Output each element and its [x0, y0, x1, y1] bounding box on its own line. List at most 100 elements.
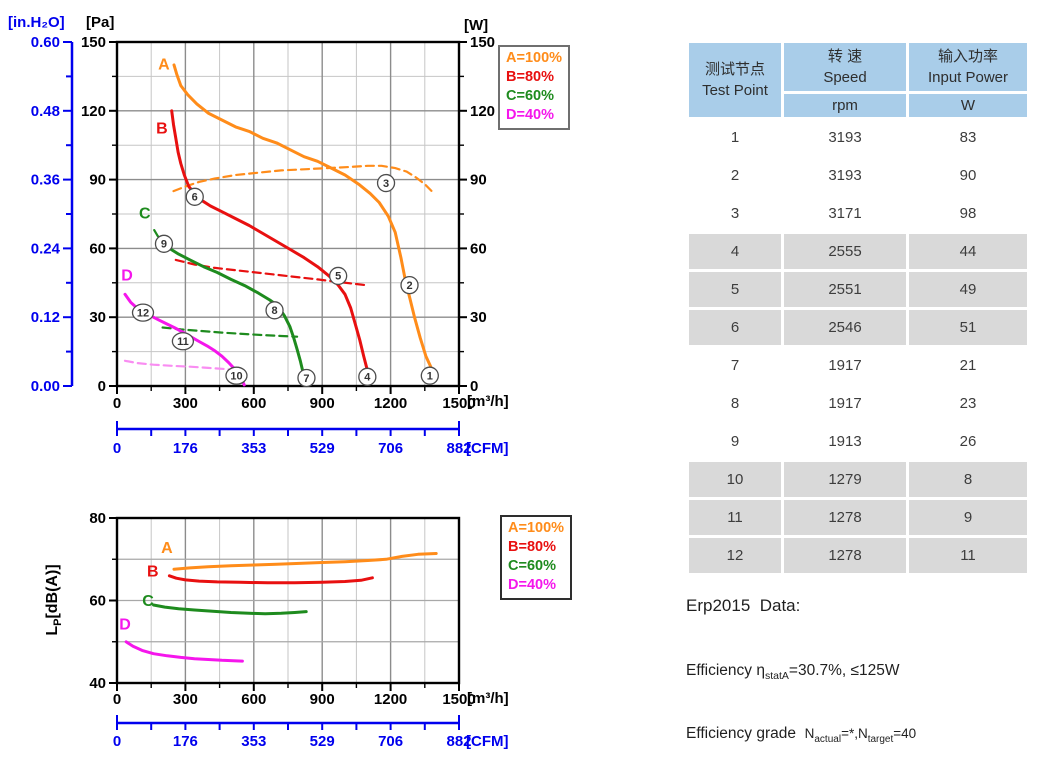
table-cell: 51	[909, 310, 1027, 345]
table-row: 11 1278 9	[689, 500, 1027, 535]
table-row: 7 1917 21	[689, 348, 1027, 383]
table-cell: 3193	[784, 158, 906, 193]
legend-item-A: A=100%	[506, 50, 563, 66]
table-cell: 12	[689, 538, 781, 573]
table-cell: 1917	[784, 386, 906, 421]
svg-text:[m³/h]: [m³/h]	[467, 690, 509, 707]
svg-text:300: 300	[173, 691, 198, 708]
svg-text:LP[dB(A)]: LP[dB(A)]	[44, 564, 64, 635]
svg-text:0.48: 0.48	[31, 103, 60, 120]
svg-text:40: 40	[89, 675, 106, 692]
erp-title: Erp2015 Data:	[686, 596, 801, 615]
svg-text:900: 900	[310, 395, 335, 412]
svg-text:0: 0	[113, 440, 121, 457]
svg-text:90: 90	[470, 172, 487, 189]
svg-text:176: 176	[173, 733, 198, 750]
svg-text:30: 30	[470, 309, 487, 326]
table-header-speed: 转 速 Speed	[784, 43, 906, 91]
svg-text:60: 60	[470, 240, 487, 257]
svg-text:80: 80	[89, 510, 106, 527]
table-cell: 8	[689, 386, 781, 421]
svg-text:[in.H₂O]: [in.H₂O]	[8, 14, 65, 31]
table-row: 4 2555 44	[689, 234, 1027, 269]
svg-text:1200: 1200	[374, 395, 407, 412]
table-header-rpm-unit: rpm	[784, 94, 906, 117]
table-cell: 9	[909, 500, 1027, 535]
erp-grade-mid: =*,	[841, 726, 858, 742]
svg-text:D: D	[121, 268, 133, 285]
table-cell: 98	[909, 196, 1027, 231]
erp-n-actual: N	[804, 726, 815, 742]
svg-text:3: 3	[383, 178, 389, 190]
table-cell: 2555	[784, 234, 906, 269]
legend-item-A: A=100%	[508, 520, 565, 536]
svg-text:C: C	[139, 206, 151, 223]
svg-text:0.12: 0.12	[31, 309, 60, 326]
svg-text:[m³/h]: [m³/h]	[467, 393, 509, 410]
table-row: 8 1917 23	[689, 386, 1027, 421]
svg-text:11: 11	[177, 336, 189, 348]
table-row: 1 3193 83	[689, 120, 1027, 155]
svg-text:150: 150	[81, 34, 106, 51]
svg-text:A: A	[158, 57, 170, 74]
legend-box-pressure: A=100% B=80% C=60% D=40%	[498, 45, 571, 130]
table-cell: 23	[909, 386, 1027, 421]
header-speed-zh: 转 速	[827, 48, 863, 65]
svg-text:0.60: 0.60	[31, 34, 60, 51]
svg-text:0.36: 0.36	[31, 172, 60, 189]
table-cell: 21	[909, 348, 1027, 383]
svg-text:D: D	[119, 616, 131, 633]
table-cell: 10	[689, 462, 781, 497]
table-cell: 3	[689, 196, 781, 231]
table-row: 3 3171 98	[689, 196, 1027, 231]
svg-text:353: 353	[241, 733, 266, 750]
table-cell: 83	[909, 120, 1027, 155]
table-cell: 44	[909, 234, 1027, 269]
svg-text:8: 8	[271, 305, 277, 317]
svg-text:150: 150	[470, 34, 495, 51]
svg-text:706: 706	[378, 733, 403, 750]
svg-text:4: 4	[364, 372, 371, 384]
svg-text:10: 10	[230, 370, 242, 382]
svg-text:[Pa]: [Pa]	[86, 14, 114, 31]
table-header-test-point: 测试节点 Test Point	[689, 43, 781, 117]
legend-item-D: D=40%	[508, 577, 556, 593]
table-header-input-power: 输入功率 Input Power	[909, 43, 1027, 91]
header-speed-en: Speed	[823, 69, 867, 86]
svg-text:9: 9	[161, 239, 167, 251]
svg-text:60: 60	[89, 240, 106, 257]
table-cell: 1913	[784, 424, 906, 459]
legend-item-B: B=80%	[506, 69, 554, 85]
legend-item-D: D=40%	[506, 107, 554, 123]
svg-text:30: 30	[89, 309, 106, 326]
svg-text:B: B	[147, 564, 159, 581]
svg-text:900: 900	[310, 691, 335, 708]
table-cell: 90	[909, 158, 1027, 193]
table-cell: 1278	[784, 538, 906, 573]
legend-item-C: C=60%	[508, 558, 556, 574]
table-cell: 11	[909, 538, 1027, 573]
erp-efficiency-subscript: statA	[764, 670, 789, 683]
header-test-point-en: Test Point	[702, 82, 768, 99]
svg-text:0: 0	[113, 691, 121, 708]
table-cell: 4	[689, 234, 781, 269]
table-row: 2 3193 90	[689, 158, 1027, 193]
table-header-w-unit: W	[909, 94, 1027, 117]
svg-text:1200: 1200	[374, 691, 407, 708]
svg-text:882: 882	[446, 440, 471, 457]
svg-text:882: 882	[446, 733, 471, 750]
svg-text:[W]: [W]	[464, 17, 488, 34]
svg-text:0.24: 0.24	[31, 240, 61, 257]
table-cell: 3193	[784, 120, 906, 155]
noise-chart: 40 60 80 0 300 600 900 1200 1500[m³/h] LP[dB(A)] 0…	[44, 510, 509, 750]
svg-text:5: 5	[335, 271, 341, 283]
svg-text:60: 60	[89, 593, 106, 610]
erp-efficiency-line: Efficiency ηstatA=30.7%, ≤125W	[686, 662, 1042, 682]
svg-text:353: 353	[241, 440, 266, 457]
table-cell: 7	[689, 348, 781, 383]
svg-text:600: 600	[241, 691, 266, 708]
test-point-table: 测试节点 Test Point 转 速 Speed 输入功率 Input Pow…	[686, 40, 1030, 576]
header-input-power-en: Input Power	[927, 69, 1009, 86]
svg-text:0: 0	[98, 378, 106, 395]
svg-text:90: 90	[89, 172, 106, 189]
